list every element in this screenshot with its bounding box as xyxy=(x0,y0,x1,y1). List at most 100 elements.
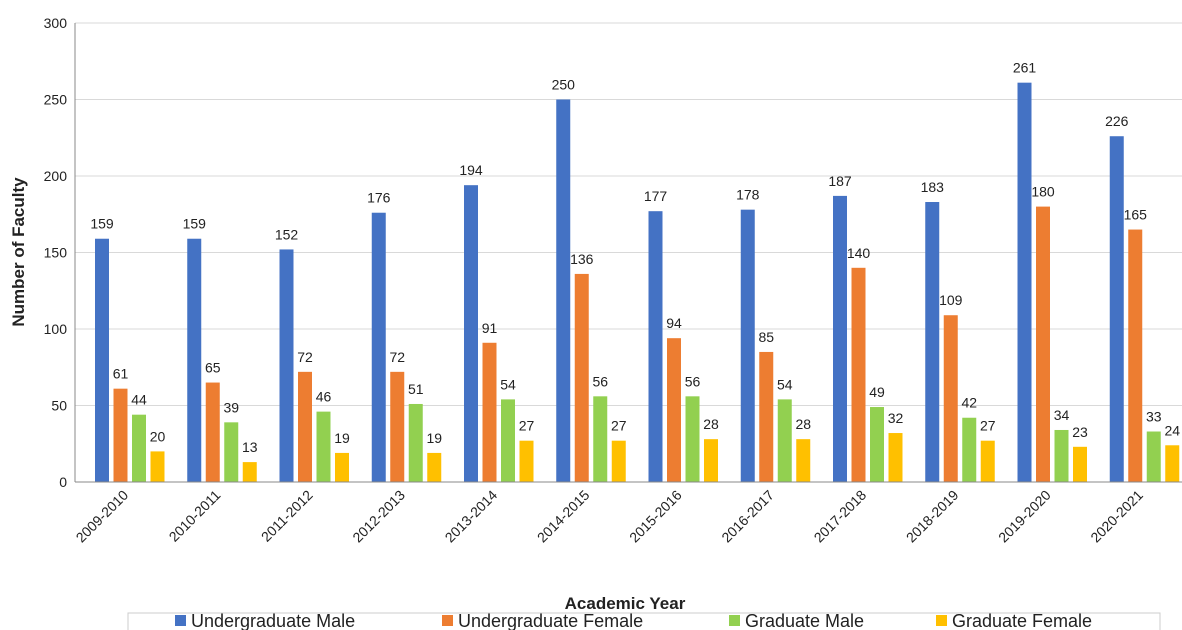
data-label: 42 xyxy=(961,395,977,411)
data-label: 65 xyxy=(205,360,221,376)
bar xyxy=(1165,445,1180,482)
data-label: 136 xyxy=(570,251,594,267)
data-label: 183 xyxy=(921,179,945,195)
data-label: 165 xyxy=(1124,207,1148,223)
y-tick-label: 200 xyxy=(44,168,68,184)
legend-box xyxy=(127,612,1161,630)
data-label: 32 xyxy=(888,410,904,426)
bar xyxy=(925,202,940,482)
bar xyxy=(1036,206,1050,482)
data-label: 85 xyxy=(758,329,774,345)
data-label: 261 xyxy=(1013,60,1037,76)
bar xyxy=(242,462,257,482)
data-label: 13 xyxy=(242,439,258,455)
data-label: 27 xyxy=(519,418,535,434)
bar xyxy=(1146,431,1161,482)
legend-label: Undergraduate Male xyxy=(191,611,355,630)
bar xyxy=(482,342,497,482)
data-label: 250 xyxy=(552,77,576,93)
bar xyxy=(316,411,331,482)
bar xyxy=(870,407,884,482)
x-tick-label: 2010-2011 xyxy=(166,487,224,545)
x-axis-title: Academic Year xyxy=(565,594,686,613)
data-label: 109 xyxy=(939,292,963,308)
bar xyxy=(667,338,681,482)
data-label: 24 xyxy=(1164,422,1180,438)
legend-label: Graduate Female xyxy=(952,611,1092,630)
bar xyxy=(335,452,349,482)
bar xyxy=(777,399,792,482)
bar xyxy=(962,417,977,482)
x-tick-label: 2015-2016 xyxy=(626,487,685,546)
data-label: 28 xyxy=(703,416,719,432)
data-label: 177 xyxy=(644,188,668,204)
y-axis-title: Number of Faculty xyxy=(9,177,28,327)
x-tick-label: 2020-2021 xyxy=(1087,487,1146,546)
data-label: 61 xyxy=(113,366,129,382)
data-label: 49 xyxy=(869,384,885,400)
x-tick-label: 2012-2013 xyxy=(349,487,408,546)
y-tick-label: 100 xyxy=(44,321,68,337)
bar xyxy=(519,440,534,482)
data-label: 46 xyxy=(316,389,332,405)
bar xyxy=(888,433,903,482)
data-label: 20 xyxy=(150,428,166,444)
data-label: 187 xyxy=(828,173,852,189)
data-label: 19 xyxy=(334,430,350,446)
data-label: 56 xyxy=(685,373,701,389)
data-label: 91 xyxy=(482,320,498,336)
bar xyxy=(408,403,423,482)
data-label: 19 xyxy=(426,430,442,446)
bar xyxy=(833,195,847,482)
bar xyxy=(187,238,202,482)
bar xyxy=(980,440,995,482)
data-label: 44 xyxy=(131,392,147,408)
x-tick-label: 2013-2014 xyxy=(442,487,501,546)
data-label: 23 xyxy=(1072,424,1088,440)
data-label: 54 xyxy=(777,376,793,392)
bar xyxy=(371,212,386,482)
bar xyxy=(574,273,589,482)
legend-swatch xyxy=(175,615,186,626)
bar xyxy=(593,396,608,482)
x-tick-label: 2019-2020 xyxy=(995,487,1054,546)
bar xyxy=(704,439,718,482)
y-tick-label: 150 xyxy=(44,245,68,261)
data-label: 194 xyxy=(459,162,483,178)
bar xyxy=(1073,446,1087,482)
bar xyxy=(501,399,515,482)
bar xyxy=(1054,429,1069,482)
data-label: 54 xyxy=(500,376,516,392)
legend-swatch xyxy=(936,615,947,626)
data-label: 140 xyxy=(847,245,871,261)
bar xyxy=(427,452,442,482)
legend-label: Undergraduate Female xyxy=(458,611,643,630)
legend-swatch xyxy=(729,615,740,626)
data-label: 28 xyxy=(795,416,811,432)
bar xyxy=(298,371,312,482)
x-tick-label: 2016-2017 xyxy=(718,487,777,546)
y-tick-label: 250 xyxy=(44,92,68,108)
x-tick-label: 2017-2018 xyxy=(811,487,870,546)
data-label: 39 xyxy=(223,399,239,415)
bar xyxy=(611,440,626,482)
data-label: 56 xyxy=(592,373,608,389)
bar xyxy=(279,249,294,482)
y-tick-label: 50 xyxy=(51,398,67,414)
bar xyxy=(113,388,128,482)
bar xyxy=(759,351,774,482)
bar xyxy=(851,267,866,482)
bar xyxy=(205,382,220,482)
bar xyxy=(132,414,146,482)
data-label: 226 xyxy=(1105,113,1129,129)
x-tick-label: 2014-2015 xyxy=(534,487,593,546)
bar xyxy=(740,209,755,482)
bar xyxy=(796,439,811,482)
data-label: 33 xyxy=(1146,409,1162,425)
bar xyxy=(556,99,571,482)
legend-label: Graduate Male xyxy=(745,611,864,630)
bar xyxy=(224,422,239,482)
data-label: 72 xyxy=(297,349,313,365)
y-tick-label: 300 xyxy=(44,15,68,31)
